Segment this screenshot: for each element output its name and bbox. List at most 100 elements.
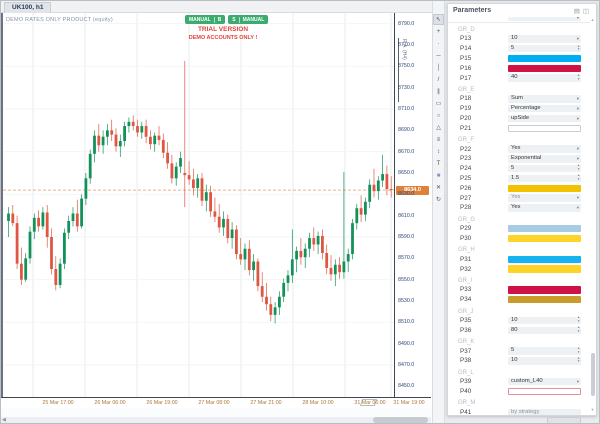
color-swatch-field[interactable] xyxy=(508,64,581,72)
candle-body xyxy=(153,135,157,145)
horizontal-scrollbar[interactable] xyxy=(1,417,431,423)
panel-header-icons: ▤ ◫ xyxy=(574,7,589,15)
stepper-arrows-icon[interactable]: ▴ ▾ xyxy=(577,173,580,182)
parameter-row: P41 by strategy xyxy=(448,407,590,415)
parameter-label: P17 xyxy=(460,74,472,82)
scroll-down-icon[interactable]: ▼ xyxy=(590,407,595,412)
eraser-icon[interactable]: ✕ xyxy=(435,185,442,191)
stepper-arrows-icon[interactable]: ▴ ▾ xyxy=(577,315,580,324)
color-swatch-field[interactable] xyxy=(508,184,581,192)
parameter-section-label: GR_J xyxy=(458,308,474,315)
dropdown-field[interactable]: ▾ xyxy=(508,17,581,22)
parameter-label: P24 xyxy=(460,165,472,173)
trial-line2: DEMO ACCOUNTS ONLY ! xyxy=(188,34,258,41)
stepper-arrows-icon[interactable]: ▴ ▾ xyxy=(577,355,580,364)
stepper-arrows-icon[interactable]: ▴ ▾ xyxy=(577,163,580,172)
popout-icon[interactable]: ◫ xyxy=(582,7,589,15)
cursor-icon[interactable]: ↖ xyxy=(433,14,444,25)
scroll-up-icon[interactable]: ▲ xyxy=(590,17,595,22)
dot-marker-icon[interactable]: · xyxy=(437,40,440,47)
fibonacci-icon[interactable]: ≡ xyxy=(436,136,441,143)
price-tick-label: 8710.0 xyxy=(398,106,415,112)
parameter-section-label: GR_I xyxy=(458,277,473,284)
dropdown-field[interactable]: upSide ▾ xyxy=(508,114,581,123)
dropdown-field[interactable]: Sum ▾ xyxy=(508,95,581,103)
stepper-arrows-icon[interactable]: ▴ ▾ xyxy=(577,43,580,52)
parameter-row: P29 xyxy=(448,224,590,234)
measure-icon[interactable]: ↕ xyxy=(437,148,440,155)
color-swatch-field[interactable] xyxy=(508,224,581,233)
dropdown-field[interactable]: Percentage ▾ xyxy=(508,104,581,113)
dropdown-field[interactable]: Exponential ▾ xyxy=(508,155,581,163)
panel-collapse-handle[interactable] xyxy=(547,417,581,423)
scroll-left-icon[interactable]: ◀ xyxy=(2,417,6,423)
dropdown-field[interactable]: Yes ▾ xyxy=(508,204,581,212)
dropdown-field[interactable]: Yes ▾ xyxy=(508,145,581,153)
candle-body xyxy=(342,261,346,273)
color-swatch-field[interactable] xyxy=(508,265,581,273)
text-tool-icon[interactable]: T xyxy=(436,160,441,167)
triangle-icon[interactable]: △ xyxy=(436,125,441,131)
stepper-arrows-icon[interactable]: ▴ ▾ xyxy=(577,72,580,81)
manual-buy-badge[interactable]: MANUAL B xyxy=(185,15,226,24)
color-swatch-field[interactable] xyxy=(508,54,581,63)
stepper-arrows-icon[interactable]: ▴ ▾ xyxy=(577,325,580,333)
rectangle-icon[interactable]: ▭ xyxy=(435,101,442,107)
parameter-row: P25 1.5 ▴ ▾ xyxy=(448,173,590,184)
color-swatch-field[interactable] xyxy=(508,255,581,263)
price-axis[interactable]: R.A. (H4) 8634.0 8790.0 8770.0 8750.0 8730.… xyxy=(394,13,431,397)
parameter-section-label: GR_F xyxy=(458,137,475,144)
parameter-label: P25 xyxy=(460,174,472,182)
candle-body xyxy=(260,286,264,297)
stepper-field[interactable]: 40 ▴ ▾ xyxy=(508,72,581,82)
candle-body xyxy=(226,218,230,239)
panel-scrollbar-thumb[interactable] xyxy=(590,352,595,397)
candle-body xyxy=(37,217,40,227)
parameter-label: P30 xyxy=(460,234,472,242)
stepper-field[interactable]: 10 ▴ ▾ xyxy=(508,315,581,325)
dropdown-field[interactable]: Yes ▾ xyxy=(508,194,581,202)
stepper-field[interactable]: 80 ▴ ▾ xyxy=(508,325,581,334)
crosshair-icon[interactable]: + xyxy=(436,28,441,35)
badge-divider xyxy=(238,16,240,23)
parameter-label: P36 xyxy=(460,326,472,334)
text-input-field[interactable] xyxy=(508,387,581,396)
color-swatch-field[interactable] xyxy=(508,286,581,294)
refresh-icon[interactable]: ↻ xyxy=(435,197,442,203)
color-swatch-icon[interactable]: ■ xyxy=(436,172,441,179)
dropdown-field[interactable]: 10 ▾ xyxy=(508,35,581,43)
stepper-field[interactable]: 1.5 ▴ ▾ xyxy=(508,173,581,183)
candle-body xyxy=(364,201,367,215)
color-swatch-field[interactable] xyxy=(508,234,581,243)
parameter-label: P27 xyxy=(460,194,472,202)
candle-body xyxy=(299,250,303,258)
candlestick-chart[interactable] xyxy=(3,13,396,397)
channel-icon[interactable]: ∥ xyxy=(437,89,440,95)
price-tick-label: 8510.0 xyxy=(398,319,415,326)
trend-line-icon[interactable]: / xyxy=(437,76,440,83)
candle-body xyxy=(230,229,234,239)
chart-tab[interactable]: UK100, h1 xyxy=(4,2,52,13)
horizontal-line-icon[interactable]: ─ xyxy=(436,52,441,59)
stepper-field[interactable]: 10 ▴ ▾ xyxy=(508,355,581,365)
stepper-field[interactable]: 5 ▴ ▾ xyxy=(508,43,581,53)
candle-body xyxy=(385,174,389,189)
candle-body xyxy=(209,192,212,212)
stepper-arrows-icon[interactable]: ▴ ▾ xyxy=(577,345,580,354)
ellipse-icon[interactable]: ○ xyxy=(436,112,441,119)
chart-area[interactable]: DEMO RATES ONLY PRODUCT (equity) MANUAL … xyxy=(1,13,396,397)
color-swatch-field[interactable] xyxy=(508,295,581,304)
vertical-line-icon[interactable]: │ xyxy=(436,64,441,71)
panel-scrollbar[interactable]: ▲ ▼ xyxy=(590,18,595,412)
stepper-field[interactable]: 5 ▴ ▾ xyxy=(508,345,581,355)
parameter-row: ▾ xyxy=(448,17,590,23)
dropdown-field[interactable]: custom_L40 ▾ xyxy=(508,377,581,386)
layout-icon[interactable]: ▤ xyxy=(573,7,580,15)
horizontal-scrollbar-thumb[interactable] xyxy=(373,417,428,423)
stepper-field[interactable]: 5 ▴ ▾ xyxy=(508,163,581,173)
time-axis[interactable]: 25 Mar 17:00 26 Mar 06:00 26 Mar 19:00 27 M… xyxy=(1,397,431,408)
chart-info-line: DEMO RATES ONLY PRODUCT (equity) xyxy=(6,17,113,23)
manual-sell-badge[interactable]: S MANUAL xyxy=(228,15,269,24)
text-input-field[interactable] xyxy=(508,124,581,132)
text-input-field[interactable]: by strategy xyxy=(508,408,581,415)
